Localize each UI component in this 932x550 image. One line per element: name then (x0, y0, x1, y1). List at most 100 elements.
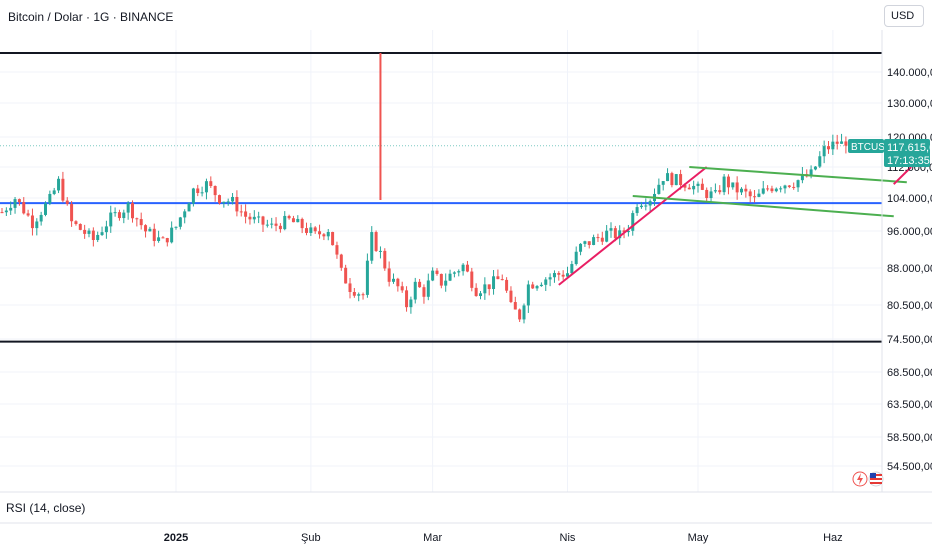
candle (113, 207, 117, 217)
candle (357, 292, 361, 302)
rally-trend[interactable] (558, 166, 708, 286)
candle (483, 277, 487, 300)
symbol-tag: BTCUSD (851, 142, 892, 153)
candle (87, 228, 91, 238)
bull-flag-upper[interactable] (689, 166, 907, 184)
candle (161, 236, 165, 239)
candle (252, 210, 256, 224)
price-tick-label: 88.000,00 (887, 263, 932, 275)
candle (48, 190, 52, 206)
candle (248, 213, 252, 225)
candle (535, 284, 539, 291)
candle (805, 169, 809, 178)
candle (383, 248, 387, 271)
rsi-indicator-label[interactable]: RSI (14, close) (6, 501, 86, 515)
candle (244, 204, 248, 224)
candle (431, 267, 435, 282)
candle (226, 198, 230, 206)
currency-button[interactable]: USD (884, 5, 924, 27)
candle (844, 136, 848, 154)
candle (522, 303, 526, 324)
lightning-icon[interactable] (852, 471, 868, 487)
candle (144, 224, 148, 238)
candle (200, 186, 204, 197)
candle (700, 178, 704, 191)
candle (418, 278, 422, 288)
candle (213, 185, 217, 202)
candle (465, 260, 469, 273)
candle (740, 187, 743, 195)
candle (0, 207, 4, 214)
candle (709, 187, 713, 204)
candle (78, 223, 82, 231)
candle (748, 189, 752, 203)
candlesticks (0, 133, 848, 324)
candle (74, 220, 78, 226)
candle (557, 271, 561, 281)
candle (4, 207, 8, 217)
candle (13, 196, 17, 214)
candle (405, 286, 409, 312)
candle (335, 241, 339, 259)
last-price-tag-bg (884, 139, 930, 167)
candle (574, 246, 578, 266)
candle (170, 221, 174, 244)
candle (235, 190, 239, 217)
candle (396, 277, 400, 292)
candle (457, 269, 461, 277)
candle (409, 296, 413, 314)
candle (96, 231, 100, 243)
candle (331, 231, 335, 246)
candle (666, 168, 670, 182)
candle (644, 198, 648, 211)
candle (126, 201, 130, 220)
price-tick-label: 68.500,00 (887, 367, 932, 379)
candle (348, 278, 352, 299)
last-price: 117.615,62 (887, 142, 932, 154)
candle (204, 178, 208, 200)
us-flag-icon[interactable] (868, 471, 884, 487)
candle (291, 215, 295, 223)
candle (679, 169, 683, 190)
candle (787, 184, 791, 189)
candle (352, 287, 356, 298)
candle (174, 226, 178, 230)
candle (370, 226, 374, 264)
candle (726, 174, 730, 195)
candle (592, 234, 596, 246)
candle (322, 233, 326, 241)
candle (339, 253, 343, 271)
candle (531, 281, 535, 289)
time-tick-label: Nis (560, 532, 576, 544)
candle (435, 268, 439, 276)
candle (231, 193, 235, 205)
bull-flag-lower[interactable] (632, 194, 894, 218)
candle (444, 273, 448, 292)
candle (183, 209, 187, 224)
candle (705, 187, 709, 202)
candle (52, 187, 56, 196)
candle (165, 237, 169, 247)
candle (596, 233, 600, 242)
candle (44, 201, 47, 217)
candle (117, 209, 121, 221)
price-tick-label: 140.000,00 (887, 67, 932, 79)
candle (770, 185, 774, 194)
candle (374, 230, 378, 252)
price-tick-label: 54.500,00 (887, 461, 932, 473)
candle (452, 271, 456, 278)
candle (70, 201, 74, 227)
candle (505, 277, 509, 293)
candle (840, 133, 844, 144)
candle (783, 184, 787, 194)
breakout-line[interactable] (893, 166, 912, 185)
candle (157, 230, 161, 243)
candle (61, 171, 65, 203)
candle (518, 308, 522, 322)
candle (831, 134, 835, 155)
candle (152, 223, 156, 247)
candle (526, 280, 530, 313)
candle (65, 197, 69, 206)
candle (26, 209, 30, 217)
